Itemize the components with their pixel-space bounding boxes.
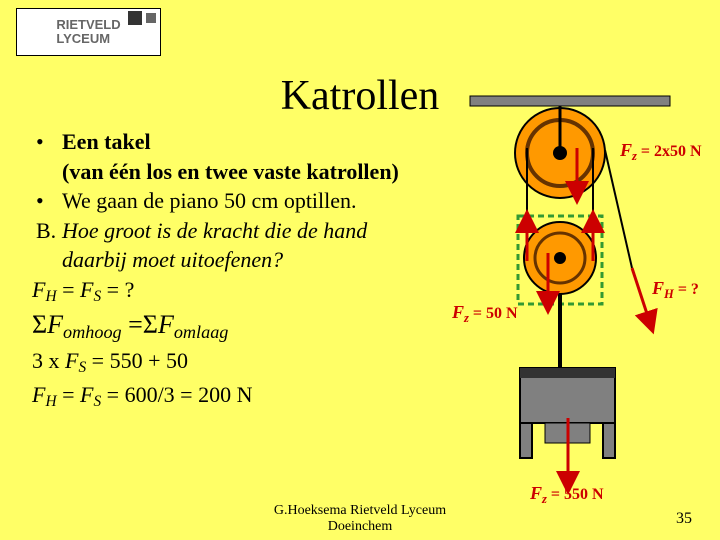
slide-number: 35 [676,510,692,528]
content-area: • Een takel (van één los en twee vaste k… [32,128,472,414]
question-text-1: Hoe groot is de kracht die de hand [62,217,472,245]
logo-square-icon [128,11,142,25]
question-line-1: B. Hoe groot is de kracht die de hand [32,217,472,245]
footer-line1: G.Hoeksema Rietveld Lyceum [0,503,720,518]
bullet-1-cont: (van één los en twee vaste katrollen) [32,158,472,186]
logo-square-icon-2 [146,13,156,23]
question-text-2: daarbij moet uitoefenen? [62,246,472,274]
movable-pulley [524,222,596,294]
equation-4: FH = FS = 600/3 = 200 N [32,381,472,413]
bullet-1: • Een takel [32,128,472,156]
equation-1: FH = FS = ? [32,276,472,308]
footer: G.Hoeksema Rietveld Lyceum Doeinchem [0,503,720,534]
bullet-2-text: We gaan de piano 50 cm optillen. [62,187,472,215]
bullet-2: • We gaan de piano 50 cm optillen. [32,187,472,215]
equation-3: 3 x FS = 550 + 50 [32,347,472,379]
force-fh [632,268,650,323]
label-fz-mid: Fz = 50 N [452,302,518,327]
label-fh: FH = ? [652,278,699,303]
logo: RIETVELD LYCEUM [16,8,161,56]
logo-line1: RIETVELD [56,18,120,32]
pulley-diagram: Fz = 2x50 N FH = ? Fz = 50 N Fz = 550 N [460,88,710,508]
equation-2: ΣFomhoog =ΣFomlaag [32,309,472,345]
rope-to-hand [605,150,632,268]
bullet-1-cont-text: (van één los en twee vaste katrollen) [62,158,472,186]
question-label: B. [32,217,62,245]
footer-line2: Doeinchem [0,519,720,534]
question-line-2: daarbij moet uitoefenen? [32,246,472,274]
logo-line2: LYCEUM [56,32,120,46]
bullet-1-text: Een takel [62,128,472,156]
top-fixed-pulley [515,106,605,198]
ceiling-bar [470,96,670,106]
label-fz-top: Fz = 2x50 N [620,140,702,165]
